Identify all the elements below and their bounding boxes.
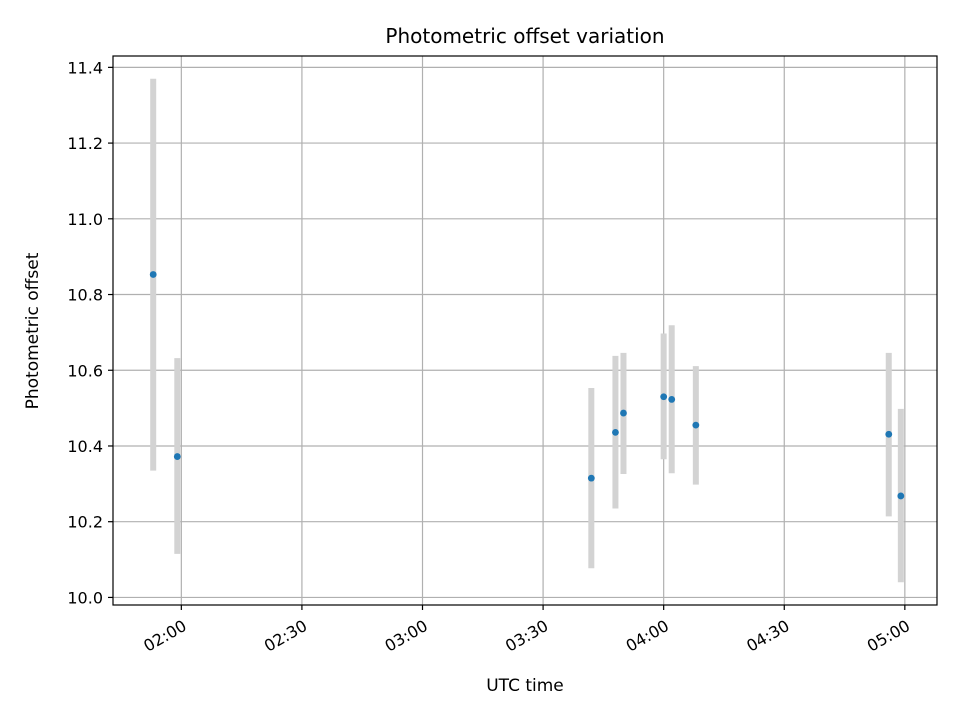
y-tick-label: 10.8 xyxy=(67,286,103,305)
data-point xyxy=(149,271,157,278)
data-point xyxy=(620,409,627,417)
data-point xyxy=(897,492,905,500)
y-tick-label: 10.4 xyxy=(67,437,103,456)
point-layer xyxy=(149,271,905,500)
y-tick-label: 11.2 xyxy=(67,134,103,153)
y-tick-label: 10.0 xyxy=(67,588,103,607)
y-tick-label: 10.6 xyxy=(67,361,103,380)
y-axis-title: Photometric offset xyxy=(23,252,43,409)
chart-title: Photometric offset variation xyxy=(385,24,664,48)
y-tick-label: 11.0 xyxy=(67,210,103,229)
data-point xyxy=(668,396,676,403)
data-point xyxy=(692,421,700,429)
data-point xyxy=(660,393,668,401)
data-point xyxy=(612,428,619,436)
data-point xyxy=(885,430,893,438)
data-point xyxy=(587,474,595,482)
data-point xyxy=(173,453,181,460)
y-tick-label: 11.4 xyxy=(67,58,103,77)
plot-frame xyxy=(112,55,938,606)
x-axis-title: UTC time xyxy=(486,676,564,696)
grid-layer xyxy=(113,56,937,605)
y-tick-label: 10.2 xyxy=(67,513,103,532)
